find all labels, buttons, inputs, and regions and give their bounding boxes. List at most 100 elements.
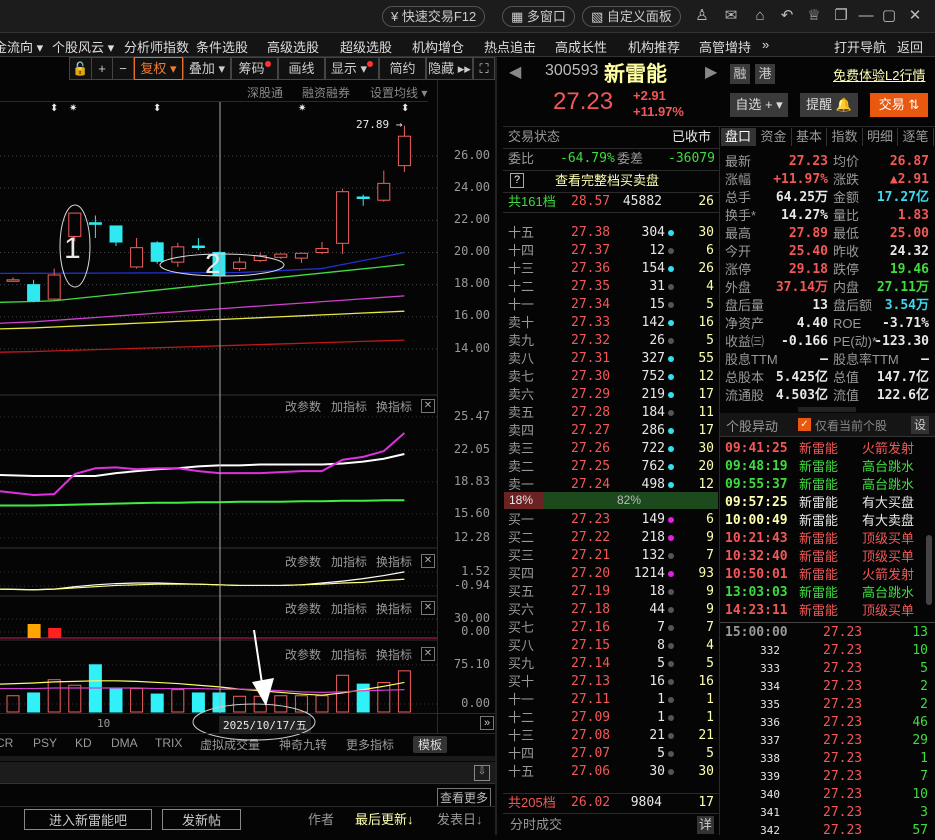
menu-advanced-select[interactable]: 高级选股: [267, 40, 320, 55]
custom-panel-button[interactable]: ▧ 自定义面板: [582, 6, 681, 27]
maximize-icon[interactable]: ▢: [881, 7, 897, 24]
abnormal-event-row[interactable]: 09:41:25 新雷能 火箭发射: [720, 440, 925, 458]
order-level-row[interactable]: 买三 27.21 132 7: [503, 547, 719, 565]
indicator-tab[interactable]: 虚拟成交量: [200, 738, 261, 752]
multi-window-button[interactable]: ▦ 多窗口: [502, 6, 575, 27]
detail-button[interactable]: 详: [697, 816, 715, 834]
help-icon[interactable]: ?: [510, 173, 524, 188]
close-panel-icon[interactable]: ✕: [421, 399, 435, 413]
indicator-tab[interactable]: 更多指标: [346, 738, 395, 752]
order-level-row[interactable]: 买八 27.15 8 4: [503, 637, 719, 655]
change-params-button[interactable]: 改参数: [285, 400, 322, 414]
next-stock-icon[interactable]: ▶: [705, 64, 718, 81]
order-level-row[interactable]: 十四 27.37 12 6: [503, 242, 719, 260]
order-level-row[interactable]: 十五 27.38 304 30: [503, 224, 719, 242]
order-level-row[interactable]: 买二 27.22 218 9: [503, 529, 719, 547]
restore-small-icon[interactable]: ❐: [834, 7, 848, 24]
order-level-row[interactable]: 十二 27.35 31 4: [503, 278, 719, 296]
menu-exec-increase[interactable]: 高管增持: [699, 40, 752, 55]
order-level-row[interactable]: 十三 27.08 21 21: [503, 727, 719, 745]
indicator-tab[interactable]: KD: [75, 736, 92, 750]
undo-icon[interactable]: ↶: [780, 7, 794, 24]
user-icon[interactable]: ♙: [695, 7, 709, 24]
abnormal-event-row[interactable]: 13:03:03 新雷能 高台跳水: [720, 584, 925, 602]
simple-button[interactable]: 简约: [379, 57, 426, 80]
alert-button[interactable]: 提醒 🔔: [800, 93, 858, 117]
minimize-icon[interactable]: —: [858, 7, 874, 24]
order-level-row[interactable]: 十三 27.36 154 26: [503, 260, 719, 278]
change-params-button[interactable]: 改参数: [285, 555, 322, 569]
star-marker-icon[interactable]: ✷: [298, 103, 307, 114]
order-level-row[interactable]: 买五 27.19 18 9: [503, 583, 719, 601]
prev-stock-icon[interactable]: ◀: [509, 64, 522, 81]
back-button[interactable]: 返回: [897, 40, 924, 55]
menu-analyst-index[interactable]: 分析师指数: [124, 40, 190, 55]
change-params-button[interactable]: 改参数: [285, 602, 322, 616]
indicator-tab[interactable]: CR: [0, 736, 14, 750]
menu-more[interactable]: »: [762, 37, 770, 52]
zoom-in-icon[interactable]: +: [91, 57, 113, 80]
skin-icon[interactable]: ♕: [807, 7, 821, 24]
margin-link[interactable]: 融资融券: [302, 86, 351, 100]
l2-trial-link[interactable]: 免费体验L2行情: [833, 68, 926, 83]
close-panel-icon[interactable]: ✕: [421, 554, 435, 568]
switch-indicator-button[interactable]: 换指标: [376, 555, 413, 569]
order-level-row[interactable]: 十五 27.06 30 30: [503, 763, 719, 781]
quick-trade-button[interactable]: ¥ 快速交易F12: [382, 6, 486, 27]
quote-tab[interactable]: 逐笔: [899, 128, 934, 146]
abnormal-event-row[interactable]: 10:32:40 新雷能 顶级买单: [720, 548, 925, 566]
lock-icon[interactable]: 🔓: [69, 57, 92, 80]
indicator-tab[interactable]: PSY: [33, 736, 58, 750]
overlay-button[interactable]: 叠加 ▾: [183, 57, 231, 80]
fullscreen-icon[interactable]: ⛶: [473, 57, 495, 80]
order-level-row[interactable]: 买一 27.23 149 6: [503, 511, 719, 529]
fuquan-button[interactable]: 复权 ▾: [134, 57, 183, 80]
abnormal-event-row[interactable]: 09:55:37 新雷能 高台跳水: [720, 476, 925, 494]
trade-button[interactable]: 交易 ⇅: [870, 93, 928, 117]
add-indicator-button[interactable]: 加指标: [331, 648, 368, 662]
order-level-row[interactable]: 十四 27.07 5 5: [503, 745, 719, 763]
order-level-row[interactable]: 卖一 27.24 498 12: [503, 476, 719, 494]
switch-indicator-button[interactable]: 换指标: [376, 400, 413, 414]
quote-tab[interactable]: 盘口: [721, 128, 756, 146]
add-indicator-button[interactable]: 加指标: [331, 400, 368, 414]
indicator-tab[interactable]: 神奇九转: [279, 738, 328, 752]
post-date-column[interactable]: 发表日↓: [437, 812, 483, 827]
events-scrollbar[interactable]: [926, 535, 932, 605]
menu-fund-flow[interactable]: 金流向 ▾: [0, 40, 44, 55]
quote-tab[interactable]: 指数: [828, 128, 863, 146]
order-level-row[interactable]: 卖七 27.30 752 12: [503, 368, 719, 386]
new-post-button[interactable]: 发新帖: [162, 809, 241, 830]
close-panel-icon[interactable]: ✕: [421, 647, 435, 661]
order-level-row[interactable]: 十一 27.11 1 1: [503, 691, 719, 709]
close-icon[interactable]: ✕: [908, 7, 922, 24]
download-icon[interactable]: ⇩: [474, 765, 490, 781]
quote-tab[interactable]: 基本: [792, 128, 827, 146]
draw-button[interactable]: 画线: [278, 57, 325, 80]
view-full-book-button[interactable]: 查看完整档买卖盘: [555, 173, 660, 188]
abnormal-event-row[interactable]: 14:23:11 新雷能 顶级买单: [720, 602, 925, 620]
open-nav-button[interactable]: 打开导航: [834, 40, 887, 55]
order-level-row[interactable]: 买四 27.20 1214 93: [503, 565, 719, 583]
order-level-row[interactable]: 买九 27.14 5 5: [503, 655, 719, 673]
sgt-link[interactable]: 深股通: [247, 86, 284, 100]
author-column[interactable]: 作者: [308, 812, 335, 827]
order-level-row[interactable]: 卖十 27.33 142 16: [503, 314, 719, 332]
order-level-row[interactable]: 十二 27.09 1 1: [503, 709, 719, 727]
order-level-row[interactable]: 买七 27.16 7 7: [503, 619, 719, 637]
switch-indicator-button[interactable]: 换指标: [376, 648, 413, 662]
menu-super-select[interactable]: 超级选股: [340, 40, 393, 55]
indicator-tab[interactable]: DMA: [111, 736, 138, 750]
menu-high-growth[interactable]: 高成长性: [555, 40, 608, 55]
event-marker-icon[interactable]: ⬍: [153, 103, 162, 114]
quote-tab[interactable]: 明细: [863, 128, 898, 146]
menu-hotspot[interactable]: 热点追击: [484, 40, 537, 55]
collapse-handle[interactable]: [798, 407, 856, 412]
switch-indicator-button[interactable]: 换指标: [376, 602, 413, 616]
splitter-handle[interactable]: [0, 756, 495, 761]
abnormal-event-row[interactable]: 10:50:01 新雷能 火箭发射: [720, 566, 925, 584]
order-level-row[interactable]: 卖二 27.25 762 20: [503, 458, 719, 476]
quote-tab[interactable]: 资金: [757, 128, 792, 146]
enter-forum-button[interactable]: 进入新雷能吧: [24, 809, 152, 830]
only-current-checkbox[interactable]: ✓: [798, 418, 811, 431]
